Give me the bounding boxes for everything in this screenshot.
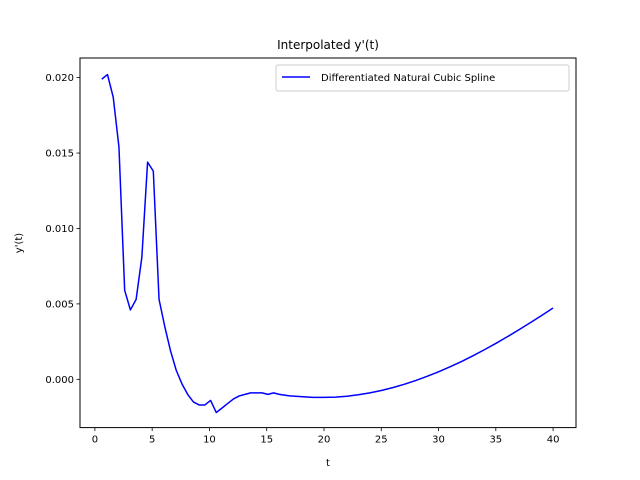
- y-tick-label: 0.015: [45, 149, 74, 160]
- y-tick-label: 0.010: [45, 224, 74, 235]
- x-tick-label: 0: [92, 435, 98, 446]
- y-tick-label: 0.005: [45, 299, 74, 310]
- legend-box: [275, 64, 570, 92]
- y-axis: 0.000 0.005 0.010 0.015 0.020: [45, 73, 80, 386]
- axes-frame: [79, 57, 577, 429]
- legend: Differentiated Natural Cubic Spline: [275, 64, 570, 92]
- plot-area: 0 5 10 15 20 25 30 35 40 0.0000.0050.0100.0150.0…: [45, 57, 577, 446]
- x-tick-label: 30: [432, 435, 445, 446]
- x-tick-label: 35: [489, 435, 502, 446]
- x-tick-label: 5: [149, 435, 155, 446]
- y-axis-label: y'(t): [14, 233, 25, 253]
- series-group: [101, 73, 554, 414]
- x-axis-label: t: [326, 458, 330, 469]
- y-tick-label: 0.020: [45, 73, 74, 84]
- x-tick-label: 25: [375, 435, 388, 446]
- x-tick-label: 20: [318, 435, 331, 446]
- x-tick-label: 15: [260, 435, 273, 446]
- y-tick-label: 0.000: [45, 375, 74, 386]
- legend-label: Differentiated Natural Cubic Spline: [321, 73, 495, 84]
- series-line-0: [101, 73, 554, 414]
- chart-title: Interpolated y'(t): [277, 38, 379, 52]
- x-tick-label: 10: [203, 435, 216, 446]
- x-axis: 0 5 10 15 20 25 30 35 40: [92, 427, 560, 446]
- x-tick-label: 40: [547, 435, 560, 446]
